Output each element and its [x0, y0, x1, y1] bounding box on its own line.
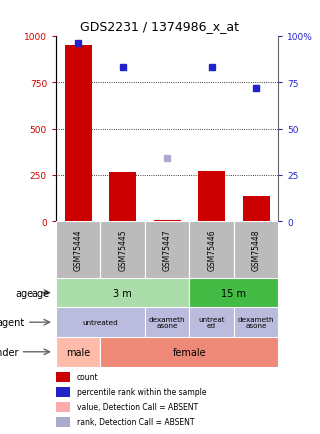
Bar	[56, 222, 100, 278]
Text: agent: agent	[0, 318, 25, 327]
Text: 15 m: 15 m	[221, 288, 246, 298]
Bar	[198, 172, 225, 222]
Text: age: age	[31, 288, 50, 298]
Text: GDS2231 / 1374986_x_at: GDS2231 / 1374986_x_at	[81, 20, 239, 33]
Text: 3 m: 3 m	[113, 288, 132, 298]
Bar	[56, 308, 145, 337]
Text: rank, Detection Call = ABSENT: rank, Detection Call = ABSENT	[77, 417, 194, 426]
Text: male: male	[66, 347, 90, 357]
Bar	[56, 337, 100, 367]
Text: value, Detection Call = ABSENT: value, Detection Call = ABSENT	[77, 402, 198, 411]
Text: GSM75446: GSM75446	[207, 229, 216, 271]
Bar	[100, 337, 278, 367]
Bar	[65, 46, 92, 222]
Bar	[56, 278, 189, 308]
Text: untreated: untreated	[83, 319, 118, 326]
Text: GSM75445: GSM75445	[118, 229, 127, 271]
Text: GSM75447: GSM75447	[163, 229, 172, 271]
Bar	[189, 222, 234, 278]
Bar	[109, 173, 136, 222]
Text: dexameth
asone: dexameth asone	[238, 316, 275, 329]
Text: percentile rank within the sample: percentile rank within the sample	[77, 388, 206, 396]
Text: GSM75448: GSM75448	[252, 229, 261, 271]
Bar	[234, 308, 278, 337]
Bar	[243, 197, 269, 222]
Bar	[234, 222, 278, 278]
Text: dexameth
asone: dexameth asone	[149, 316, 186, 329]
Text: gender: gender	[0, 347, 19, 357]
Text: age: age	[15, 288, 33, 298]
Text: GSM75444: GSM75444	[74, 229, 83, 271]
Text: untreat
ed: untreat ed	[198, 316, 225, 329]
Bar	[189, 278, 278, 308]
Bar	[154, 220, 180, 222]
Text: female: female	[172, 347, 206, 357]
Bar	[145, 222, 189, 278]
Bar	[100, 222, 145, 278]
Text: count: count	[77, 372, 99, 381]
Bar	[145, 308, 189, 337]
Bar	[189, 308, 234, 337]
